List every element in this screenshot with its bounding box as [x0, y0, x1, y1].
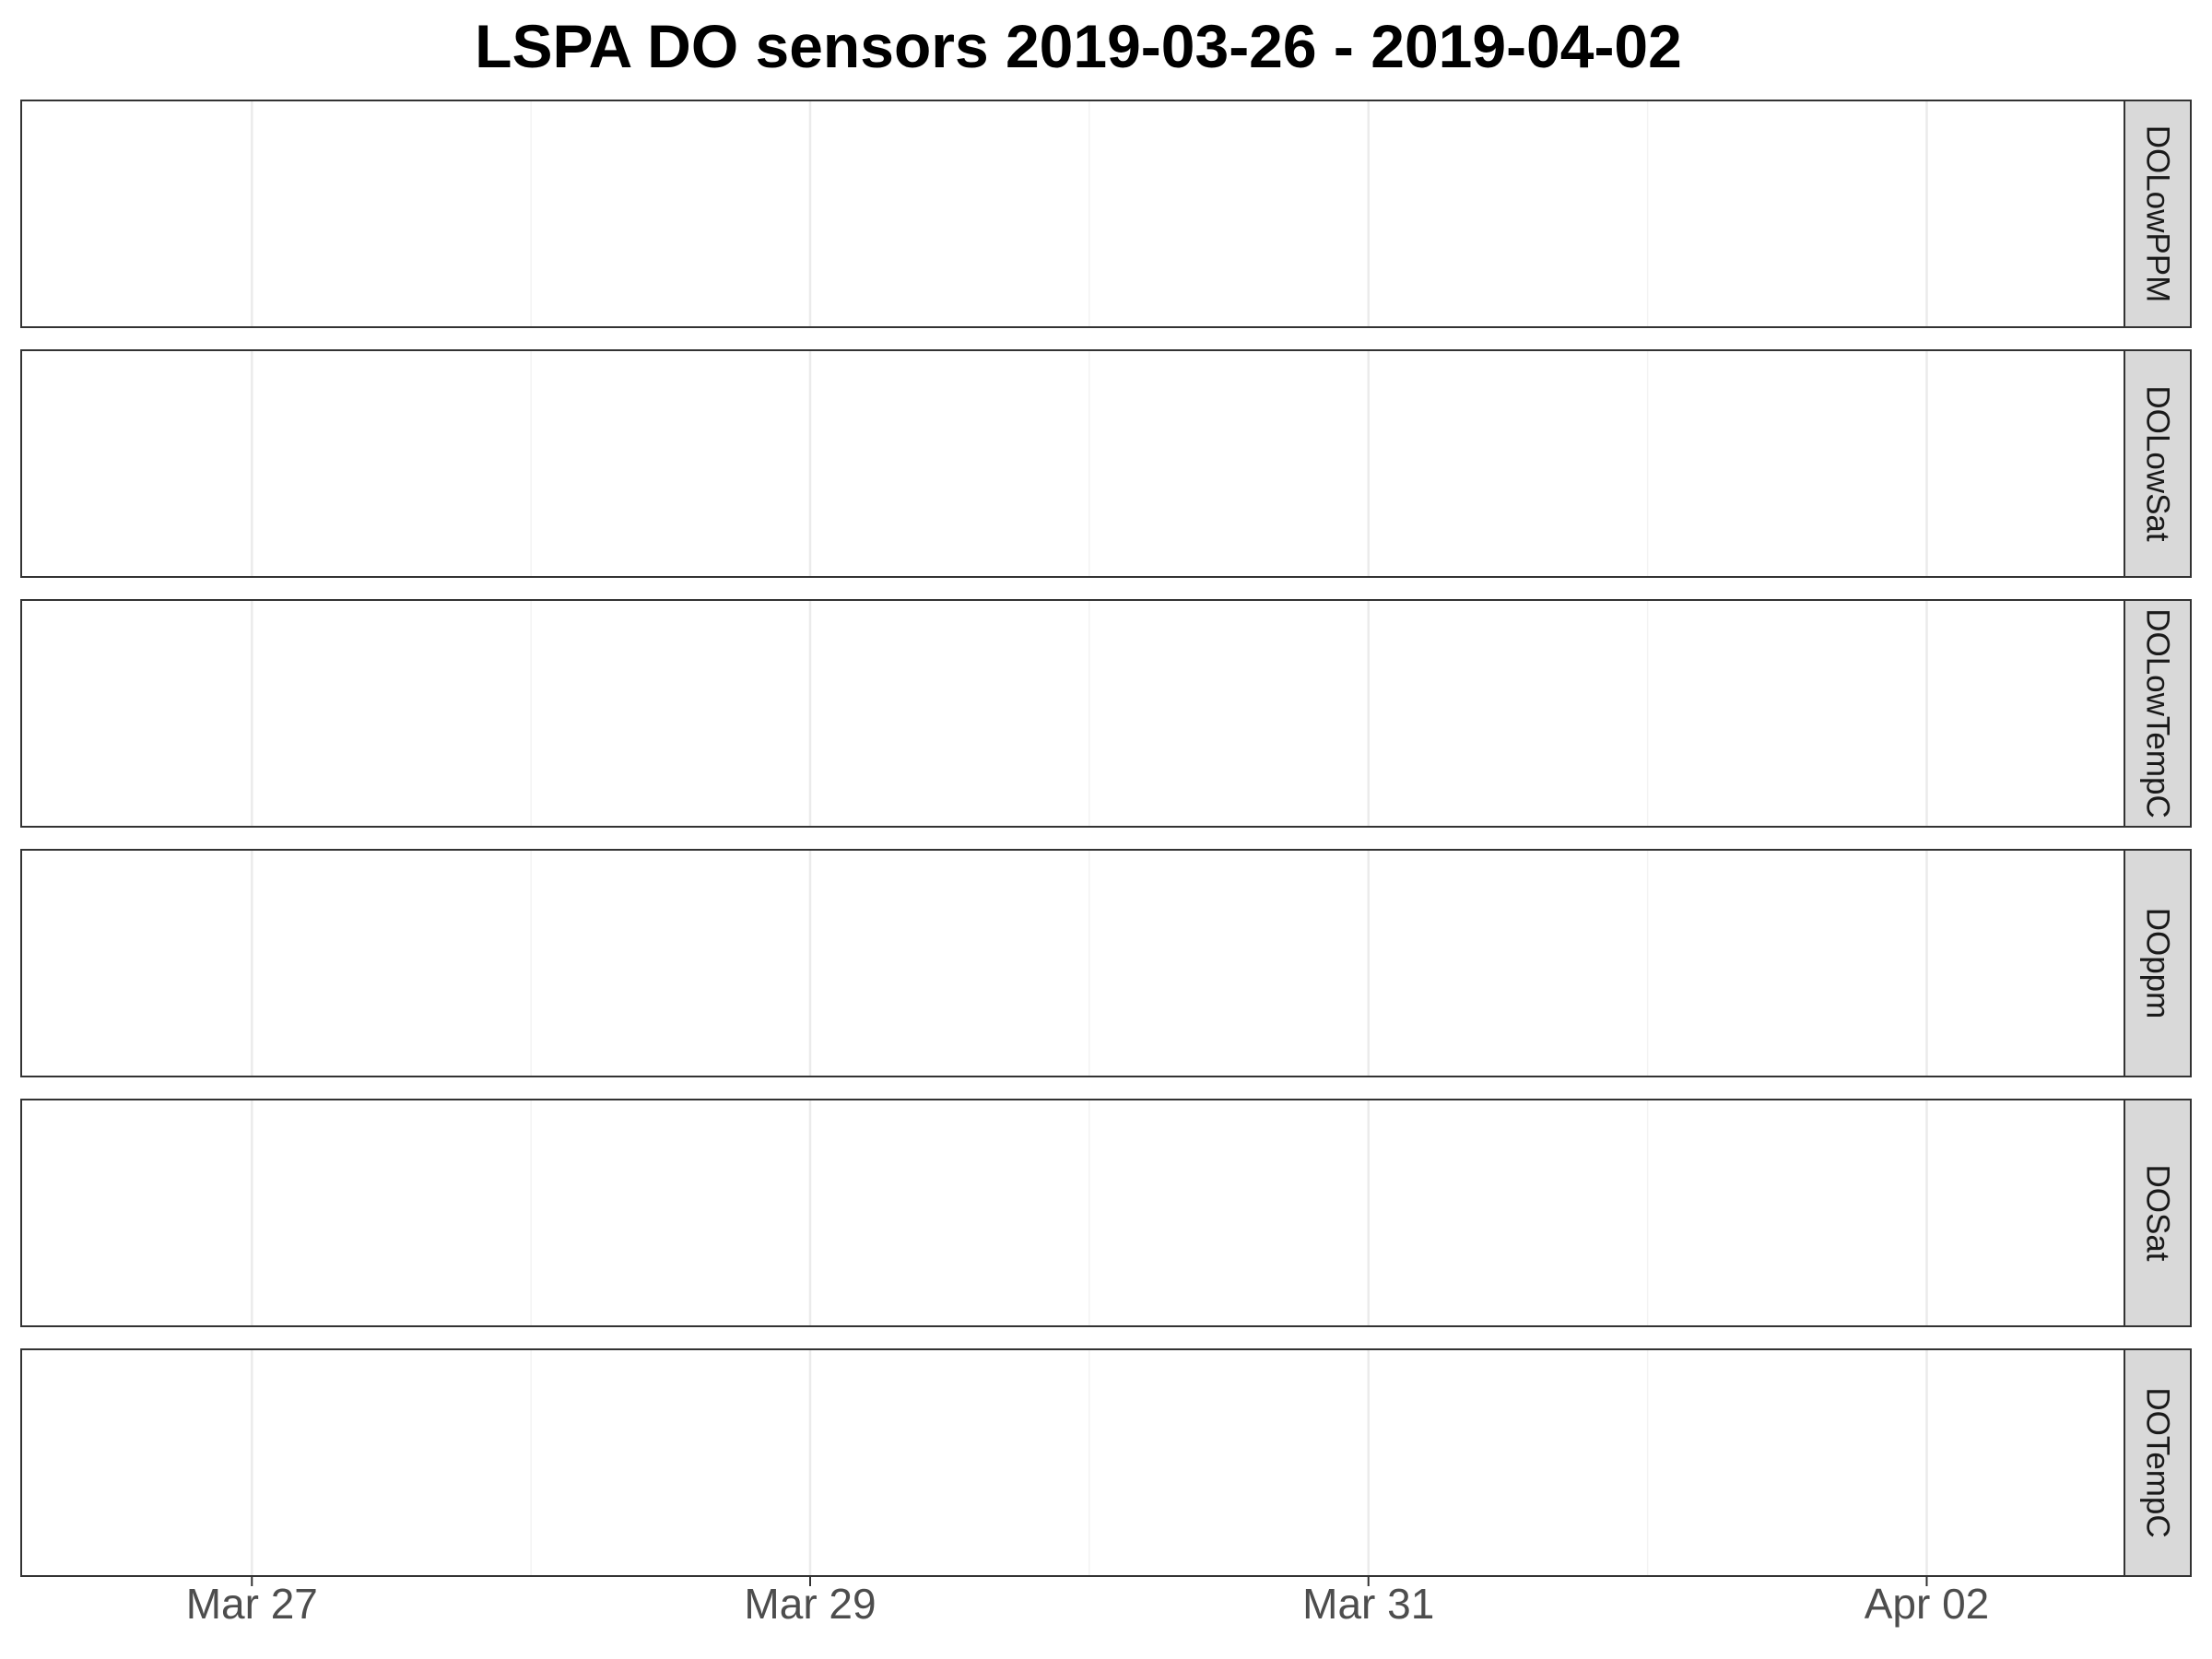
x-tick-label: Mar 27: [186, 1580, 318, 1628]
facet-label-DOLowPPM: DOLowPPM: [2140, 125, 2176, 303]
facet-strip: [2124, 849, 2192, 1077]
facet-strip: [2124, 100, 2192, 328]
panel-background: [21, 600, 2124, 827]
facet-panel-DOSat: DOSat: [20, 1099, 2192, 1327]
panel-background: [21, 1349, 2124, 1576]
facet-label-DOSat: DOSat: [2140, 1164, 2176, 1261]
panel-background: [21, 1100, 2124, 1326]
facet-label-DOppm: DOppm: [2140, 908, 2176, 1019]
panel-background: [21, 350, 2124, 577]
facet-panel-DOLowPPM: DOLowPPM: [20, 100, 2192, 328]
facet-strip: [2124, 599, 2192, 828]
facet-label-DOTempC: DOTempC: [2140, 1387, 2176, 1537]
x-axis: Mar 27 Mar 29 Mar 31 Apr 02: [186, 1576, 1990, 1628]
facet-strip: [2124, 1099, 2192, 1327]
facets-layer: DOLowPPM DOLowSat DOLowTempC DOppm DOSat DOTe…: [20, 100, 2192, 1577]
facet-panel-DOLowSat: DOLowSat: [20, 349, 2192, 578]
facet-panel-DOLowTempC: DOLowTempC: [20, 599, 2192, 828]
facet-label-DOLowSat: DOLowSat: [2140, 385, 2176, 542]
facet-panel-DOTempC: DOTempC: [20, 1348, 2192, 1577]
panel-background: [21, 100, 2124, 327]
facet-strip: [2124, 349, 2192, 578]
x-tick-label: Mar 29: [744, 1580, 876, 1628]
facet-label-DOLowTempC: DOLowTempC: [2140, 608, 2176, 818]
chart-title: LSPA DO sensors 2019-03-26 - 2019-04-02: [475, 12, 1682, 80]
x-tick-label: Mar 31: [1302, 1580, 1434, 1628]
panel-background: [21, 850, 2124, 1077]
facet-panel-DOppm: DOppm: [20, 849, 2192, 1077]
facet-strip: [2124, 1348, 2192, 1577]
x-tick-label: Apr 02: [1865, 1580, 1990, 1628]
